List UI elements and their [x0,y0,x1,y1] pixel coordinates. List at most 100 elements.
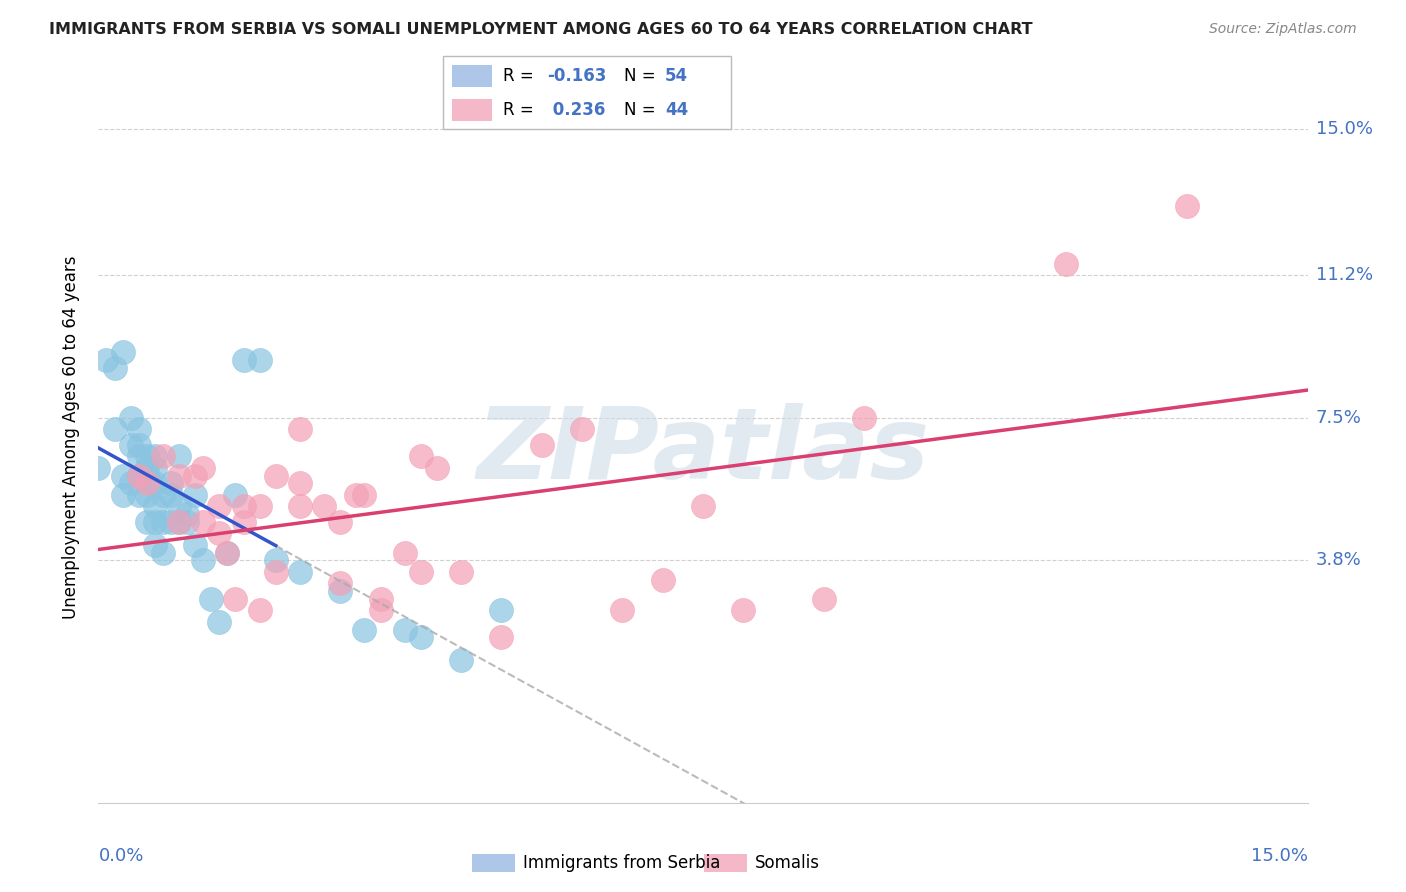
Point [87,461,110,475]
Text: N =: N = [624,67,661,85]
Point [111,488,134,502]
Point [184,468,207,483]
Text: -0.163: -0.163 [547,67,606,85]
Point [651,573,673,587]
Point [193,553,215,567]
Point [208,500,231,514]
Point [128,450,150,464]
Text: 3.8%: 3.8% [1316,551,1361,569]
Point [128,468,150,483]
Text: ZIPatlas: ZIPatlas [477,403,929,500]
Point [394,545,416,559]
Point [135,488,157,502]
Text: R =: R = [503,67,540,85]
Point [224,488,246,502]
Text: Immigrants from Serbia: Immigrants from Serbia [523,854,720,872]
Point [692,500,714,514]
Bar [704,854,747,872]
Point [288,565,311,579]
Point [152,515,174,529]
Point [288,422,311,436]
Point [135,461,157,475]
Point [232,515,254,529]
Point [128,488,150,502]
Point [249,500,271,514]
FancyBboxPatch shape [443,56,731,129]
Text: 7.5%: 7.5% [1316,409,1362,427]
Point [103,360,125,375]
Point [176,515,198,529]
Point [409,565,432,579]
Point [329,576,352,591]
Text: 15.0%: 15.0% [1250,847,1308,864]
Point [353,623,375,637]
Text: R =: R = [503,101,540,119]
Point [409,450,432,464]
Point [160,515,183,529]
Point [152,488,174,502]
Point [200,591,222,606]
Point [264,553,287,567]
Point [128,438,150,452]
Text: 44: 44 [665,101,688,119]
Point [353,488,375,502]
Point [176,507,198,521]
Point [193,515,215,529]
Point [167,450,190,464]
Point [143,450,166,464]
Point [344,488,367,502]
Point [409,630,432,644]
Point [612,603,634,617]
Text: Source: ZipAtlas.com: Source: ZipAtlas.com [1209,22,1357,37]
Point [135,515,157,529]
Point [264,565,287,579]
Point [167,468,190,483]
Bar [472,854,515,872]
Point [813,591,835,606]
Point [314,500,336,514]
Point [232,353,254,368]
Point [450,653,472,667]
Point [135,476,157,491]
Point [152,450,174,464]
Point [120,476,142,491]
Point [160,488,183,502]
Point [184,538,207,552]
Point [128,468,150,483]
Point [426,461,449,475]
Text: Somalis: Somalis [755,854,820,872]
Point [120,410,142,425]
Point [491,630,513,644]
Point [1175,199,1198,213]
Point [370,591,392,606]
Point [103,422,125,436]
Point [370,603,392,617]
Point [167,500,190,514]
Point [249,603,271,617]
Text: 54: 54 [665,67,688,85]
Point [288,476,311,491]
Point [143,515,166,529]
Point [733,603,755,617]
Point [1054,257,1077,271]
Point [571,422,593,436]
Point [288,500,311,514]
Point [249,353,271,368]
Point [184,488,207,502]
Point [167,515,190,529]
Point [96,353,118,368]
Point [853,410,876,425]
Point [152,545,174,559]
Text: IMMIGRANTS FROM SERBIA VS SOMALI UNEMPLOYMENT AMONG AGES 60 TO 64 YEARS CORRELAT: IMMIGRANTS FROM SERBIA VS SOMALI UNEMPLO… [49,22,1033,37]
Point [530,438,553,452]
Point [450,565,472,579]
Bar [451,99,492,120]
Text: 0.0%: 0.0% [98,847,143,864]
Point [143,500,166,514]
Point [217,545,239,559]
Text: 11.2%: 11.2% [1316,267,1374,285]
Point [232,500,254,514]
Point [491,603,513,617]
Y-axis label: Unemployment Among Ages 60 to 64 years: Unemployment Among Ages 60 to 64 years [62,255,80,619]
Point [208,615,231,629]
